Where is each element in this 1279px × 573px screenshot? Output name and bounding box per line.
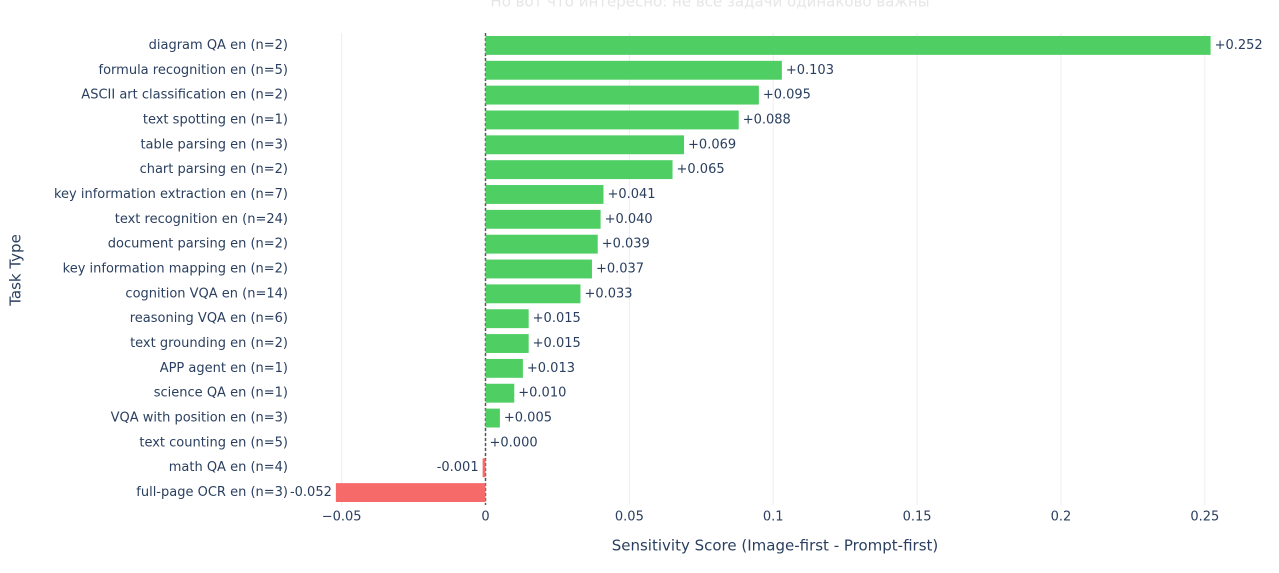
bar bbox=[485, 334, 529, 353]
chart-title: Но вот что интересно: не все задачи один… bbox=[490, 0, 929, 11]
value-label: +0.013 bbox=[527, 361, 575, 376]
bar bbox=[485, 408, 500, 428]
x-axis-title: Sensitivity Score (Image-first - Prompt-… bbox=[612, 537, 939, 555]
x-tick-label: 0.1 bbox=[763, 510, 784, 525]
x-tick-label: 0.2 bbox=[1051, 510, 1072, 525]
y-tick-label: key information extraction en (n=7) bbox=[54, 187, 288, 202]
y-tick-label: reasoning VQA en (n=6) bbox=[130, 311, 288, 326]
value-label: +0.000 bbox=[490, 435, 538, 450]
bar bbox=[482, 458, 486, 478]
bar bbox=[485, 209, 601, 229]
value-label: +0.010 bbox=[518, 386, 566, 401]
y-tick-label: cognition VQA en (n=14) bbox=[125, 286, 288, 301]
y-tick-label: formula recognition en (n=5) bbox=[99, 63, 288, 78]
value-label: +0.252 bbox=[1215, 38, 1263, 53]
y-tick-label: ASCII art classification en (n=2) bbox=[81, 88, 288, 103]
value-label: -0.052 bbox=[290, 485, 332, 500]
value-label: +0.103 bbox=[786, 63, 834, 78]
x-tick-label: 0.15 bbox=[903, 510, 932, 525]
y-tick-label: text grounding en (n=2) bbox=[130, 336, 288, 351]
bar bbox=[485, 35, 1211, 55]
y-tick-label: text recognition en (n=24) bbox=[115, 212, 288, 227]
value-label: +0.069 bbox=[688, 137, 736, 152]
y-tick-label: chart parsing en (n=2) bbox=[140, 162, 288, 177]
y-tick-label: math QA en (n=4) bbox=[169, 460, 288, 475]
y-tick-label: full-page OCR en (n=3) bbox=[136, 485, 288, 500]
bar bbox=[485, 160, 673, 180]
bar bbox=[485, 110, 739, 130]
value-label: +0.040 bbox=[605, 212, 653, 227]
value-label: +0.037 bbox=[596, 262, 644, 277]
value-label: +0.039 bbox=[602, 237, 650, 252]
x-tick-label: 0.05 bbox=[615, 510, 644, 525]
y-tick-label: text counting en (n=5) bbox=[139, 435, 288, 450]
y-tick-label: table parsing en (n=3) bbox=[140, 137, 288, 152]
y-tick-label: document parsing en (n=2) bbox=[108, 237, 288, 252]
y-tick-label: VQA with position en (n=3) bbox=[111, 411, 288, 426]
value-label: +0.005 bbox=[504, 411, 552, 426]
bar bbox=[485, 259, 592, 279]
value-label: +0.095 bbox=[763, 88, 811, 103]
bar bbox=[485, 309, 529, 329]
x-tick-label: 0.25 bbox=[1190, 510, 1219, 525]
value-label: +0.065 bbox=[677, 162, 725, 177]
bar bbox=[485, 185, 604, 204]
bar bbox=[485, 135, 685, 155]
value-label: -0.001 bbox=[437, 460, 479, 475]
bar bbox=[485, 85, 759, 105]
value-label: +0.015 bbox=[533, 336, 581, 351]
y-tick-label: text spotting en (n=1) bbox=[143, 112, 288, 127]
x-tick-label: 0 bbox=[481, 510, 489, 525]
y-tick-label: APP agent en (n=1) bbox=[160, 361, 288, 376]
bar bbox=[485, 234, 598, 254]
bar bbox=[335, 483, 486, 503]
value-label: +0.015 bbox=[533, 311, 581, 326]
x-tick-label: −0.05 bbox=[322, 510, 362, 525]
y-tick-label: key information mapping en (n=2) bbox=[63, 262, 288, 277]
value-label: +0.033 bbox=[584, 286, 632, 301]
bar bbox=[485, 60, 782, 80]
value-label: +0.088 bbox=[743, 112, 791, 127]
y-tick-label: diagram QA en (n=2) bbox=[149, 38, 288, 53]
value-label: +0.041 bbox=[607, 187, 655, 202]
y-tick-label: science QA en (n=1) bbox=[154, 386, 288, 401]
bar bbox=[485, 358, 523, 378]
bar bbox=[485, 383, 515, 403]
bar bbox=[485, 284, 581, 304]
y-axis-title: Task Type bbox=[7, 234, 25, 307]
